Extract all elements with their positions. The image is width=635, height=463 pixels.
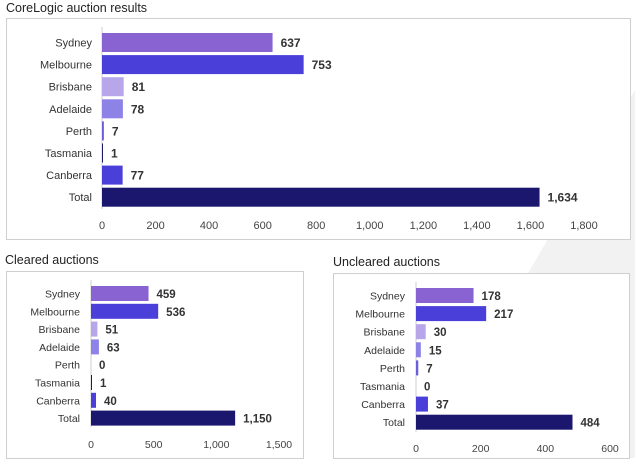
bar-total [102, 187, 540, 207]
bar-sydney [102, 33, 273, 52]
category-label-brisbane: Brisbane [364, 327, 406, 339]
chart-panel-cleared: Sydney 459 Melbourne 536 Brisbane 51 Adelaide 6… [6, 271, 304, 459]
value-label-adelaide: 78 [131, 102, 145, 116]
tick-label-cleared-3: 1,500 [266, 439, 292, 451]
bar-perth [416, 360, 419, 376]
category-label-sydney: Sydney [55, 38, 92, 50]
chart-panel-uncleared: Sydney 178 Melbourne 217 Brisbane 30 Adelaide 1… [333, 273, 630, 459]
value-label-perth: 0 [99, 360, 105, 372]
tick-label-all-8: 1,600 [517, 220, 545, 232]
tick-label-all-9: 1,800 [570, 220, 598, 232]
bar-total [91, 410, 236, 426]
bar-sydney [416, 288, 474, 303]
value-label-total: 484 [580, 418, 600, 430]
category-label-total: Total [58, 413, 80, 425]
value-label-melbourne: 536 [166, 307, 185, 319]
tick-label-all-6: 1,200 [410, 220, 438, 232]
tick-label-all-5: 1,000 [356, 220, 384, 232]
category-label-tasmania: Tasmania [45, 148, 93, 160]
category-label-sydney: Sydney [370, 291, 406, 303]
category-label-total: Total [69, 192, 92, 204]
bar-brisbane [91, 321, 98, 337]
value-label-canberra: 77 [131, 169, 145, 183]
value-label-total: 1,150 [243, 414, 272, 426]
category-label-adelaide: Adelaide [364, 345, 405, 357]
tick-label-all-1: 200 [146, 220, 164, 232]
category-label-perth: Perth [380, 363, 405, 375]
category-label-canberra: Canberra [46, 170, 93, 182]
tick-label-uncleared-1: 200 [472, 443, 490, 455]
bar-sydney [91, 286, 149, 301]
tick-label-uncleared-2: 400 [537, 443, 555, 455]
value-label-sydney: 637 [281, 36, 301, 50]
value-label-brisbane: 30 [434, 327, 447, 339]
bar-brisbane [102, 77, 124, 97]
value-label-brisbane: 51 [105, 325, 118, 337]
category-label-sydney: Sydney [45, 289, 81, 301]
value-label-tasmania: 0 [424, 382, 430, 394]
tick-label-cleared-2: 1,000 [203, 439, 229, 451]
tick-label-cleared-1: 500 [145, 439, 163, 451]
chart-title-uncleared: Uncleared auctions [333, 255, 441, 269]
bar-melbourne [91, 303, 159, 319]
value-label-melbourne: 217 [494, 309, 513, 321]
value-label-melbourne: 753 [312, 58, 332, 72]
bar-adelaide [416, 342, 421, 358]
category-label-brisbane: Brisbane [49, 82, 92, 94]
bar-canberra [416, 396, 428, 412]
value-label-brisbane: 81 [132, 80, 146, 94]
bar-tasmania [91, 375, 92, 390]
category-label-melbourne: Melbourne [30, 306, 80, 318]
category-label-brisbane: Brisbane [39, 324, 81, 336]
bar-tasmania [102, 143, 103, 163]
value-label-sydney: 178 [482, 291, 502, 303]
tick-label-cleared-0: 0 [88, 439, 94, 451]
bar-canberra [91, 392, 97, 408]
category-label-tasmania: Tasmania [360, 381, 405, 393]
bar-chart-uncleared: Sydney 178 Melbourne 217 Brisbane 30 Adelaide 1… [355, 282, 619, 455]
chart-title-all: CoreLogic auction results [6, 1, 148, 15]
bar-total [416, 414, 573, 430]
tick-label-all-0: 0 [99, 220, 105, 232]
tick-label-all-2: 400 [200, 220, 218, 232]
value-label-tasmania: 1 [100, 378, 107, 390]
bar-brisbane [416, 324, 426, 340]
chart-panel-all: Sydney 637 Melbourne 753 Brisbane 81 Adelaide 7… [6, 18, 631, 240]
value-label-canberra: 40 [104, 396, 117, 408]
bar-chart-all: Sydney 637 Melbourne 753 Brisbane 81 Adelaide 7… [40, 27, 598, 232]
category-label-canberra: Canberra [36, 395, 80, 407]
category-label-perth: Perth [66, 126, 92, 138]
category-label-canberra: Canberra [361, 399, 405, 411]
value-label-total: 1,634 [548, 191, 578, 205]
category-label-perth: Perth [55, 360, 80, 372]
bar-melbourne [102, 55, 304, 75]
category-label-total: Total [383, 417, 405, 429]
bar-melbourne [416, 306, 487, 322]
tick-label-uncleared-3: 600 [601, 443, 619, 455]
category-label-tasmania: Tasmania [35, 378, 80, 390]
tick-label-all-4: 800 [307, 220, 325, 232]
chart-title-cleared: Cleared auctions [5, 253, 99, 267]
bar-adelaide [102, 99, 123, 119]
tick-label-all-3: 600 [253, 220, 271, 232]
value-label-tasmania: 1 [111, 147, 118, 161]
category-label-melbourne: Melbourne [355, 309, 405, 321]
category-label-melbourne: Melbourne [40, 60, 92, 72]
value-label-adelaide: 15 [429, 345, 442, 357]
bar-chart-cleared: Sydney 459 Melbourne 536 Brisbane 51 Adelaide 6… [30, 280, 292, 451]
value-label-sydney: 459 [157, 289, 176, 301]
value-label-adelaide: 63 [107, 342, 120, 354]
bar-perth [102, 121, 104, 141]
tick-label-all-7: 1,400 [463, 220, 491, 232]
value-label-perth: 7 [426, 363, 432, 375]
value-label-perth: 7 [112, 124, 119, 138]
category-label-adelaide: Adelaide [39, 342, 80, 354]
value-label-canberra: 37 [436, 400, 449, 412]
bar-canberra [102, 165, 123, 185]
category-label-adelaide: Adelaide [49, 104, 92, 116]
tick-label-uncleared-0: 0 [413, 443, 419, 455]
bar-adelaide [91, 339, 99, 355]
